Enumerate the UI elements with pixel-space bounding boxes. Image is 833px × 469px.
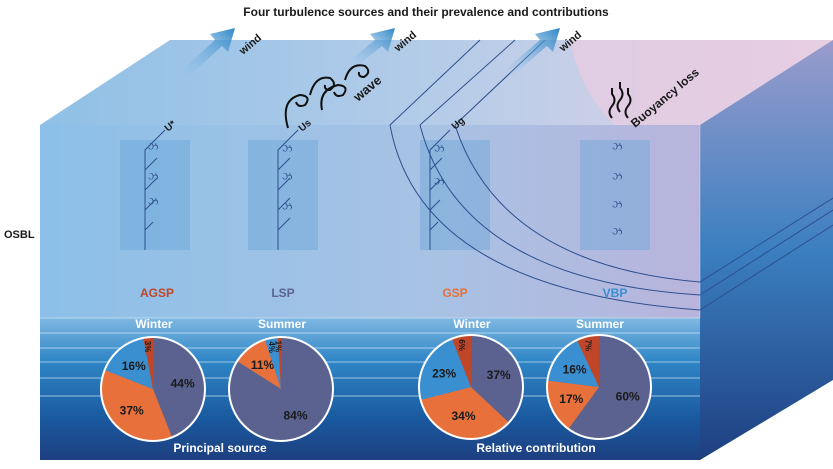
pie-slice-label: 23% xyxy=(432,366,456,380)
wind-arrow-icon xyxy=(350,28,395,66)
pie-season-label: Winter xyxy=(135,317,173,331)
svg-text:ઝ: ઝ xyxy=(612,171,623,183)
pie-slice-label: 60% xyxy=(616,389,640,403)
group-title-principal: Principal source xyxy=(173,441,267,455)
wind-arrow-icon xyxy=(180,28,235,78)
pie-slice-label: 34% xyxy=(451,409,475,423)
pie-season-label: Summer xyxy=(576,317,624,331)
svg-text:ઝ: ઝ xyxy=(282,201,293,213)
svg-text:ઝ: ઝ xyxy=(148,141,159,153)
pie-slice-gsp xyxy=(237,339,281,389)
pie-slice-label: 6% xyxy=(457,339,466,351)
pie-slice-agsp xyxy=(143,337,153,389)
pie-charts: 44% 37% 16% 3% 84% 11% 4%1% 37% 34% 23% 6% 60% 17% 16… xyxy=(100,334,652,442)
pie-slice-agsp xyxy=(451,335,471,387)
svg-text:ઝ: ઝ xyxy=(282,171,293,183)
pie-slice-gsp xyxy=(547,380,599,430)
source-label-lsp: LSP xyxy=(271,286,294,300)
buoyancy-arrows-icon xyxy=(608,82,632,119)
pie-slice-lsp xyxy=(471,335,523,423)
lsp-column xyxy=(248,140,318,250)
pie-outline xyxy=(546,334,652,440)
pie-slice-vbp xyxy=(264,337,281,389)
pie-slice-agsp xyxy=(576,335,599,387)
pie-slice-label: 16% xyxy=(122,359,146,373)
pie-slice-label: 3% xyxy=(143,341,152,353)
pie-slice-label: 16% xyxy=(563,362,587,376)
pie-slice-label: 84% xyxy=(284,408,308,422)
svg-text:ઝ: ઝ xyxy=(434,143,445,155)
pie-slice-label: 7% xyxy=(584,340,593,352)
pie-slice-gsp xyxy=(420,387,509,440)
pie-season-label: Summer xyxy=(258,317,306,331)
source-label-gsp: GSP xyxy=(442,286,467,300)
svg-text:ઝ: ઝ xyxy=(434,176,445,188)
velocity-profiles xyxy=(144,129,451,250)
wind-arrow-icon xyxy=(505,28,560,76)
pie-slice-label: 4% xyxy=(267,341,276,353)
pie-slice-label: 37% xyxy=(487,368,511,382)
svg-text:ઝ: ઝ xyxy=(612,141,623,153)
svg-text:ઝ: ઝ xyxy=(282,143,293,155)
pie-slice-lsp xyxy=(228,337,334,442)
source-label-vbp: VBP xyxy=(603,286,628,300)
wind-arrows xyxy=(180,28,560,78)
osbl-label: OSBL xyxy=(4,229,35,241)
pie-slice-label: 17% xyxy=(559,392,583,406)
eddy-icons: ઝ ઝ ઝ ઝ ઝ ઝ ઝ ઝ ઝ ઝ ઝ ઝ xyxy=(148,141,623,238)
svg-text:ઝ: ઝ xyxy=(612,199,623,211)
pie-slice-label: 11% xyxy=(251,358,275,372)
page-title: Four turbulence sources and their preval… xyxy=(243,5,609,19)
front-face-osbl xyxy=(40,125,700,318)
pie-slice-agsp xyxy=(277,337,281,389)
pie-outline xyxy=(228,336,334,442)
pie-slice-lsp xyxy=(153,337,206,438)
pie-slice-vbp xyxy=(104,337,153,389)
pie-outline xyxy=(100,336,206,442)
pie-season-label: Winter xyxy=(453,317,491,331)
pie-slice-label: 1% xyxy=(274,341,283,353)
wave-swirl-icon xyxy=(284,64,370,129)
pie-slice-label: 37% xyxy=(120,403,144,417)
side-face xyxy=(700,40,833,460)
pie-slice-lsp xyxy=(568,335,651,439)
group-title-relative: Relative contribution xyxy=(476,441,595,455)
pie-slice-gsp xyxy=(100,369,173,442)
svg-text:ઝ: ઝ xyxy=(612,226,623,238)
pie-slice-label: 44% xyxy=(171,376,195,390)
vbp-column xyxy=(580,140,650,250)
source-label-agsp: AGSP xyxy=(140,286,174,300)
pie-outline xyxy=(418,334,524,440)
agsp-column xyxy=(120,140,190,250)
svg-text:ઝ: ઝ xyxy=(148,196,159,208)
pie-slice-vbp xyxy=(547,339,599,387)
svg-text:ઝ: ઝ xyxy=(148,171,159,183)
